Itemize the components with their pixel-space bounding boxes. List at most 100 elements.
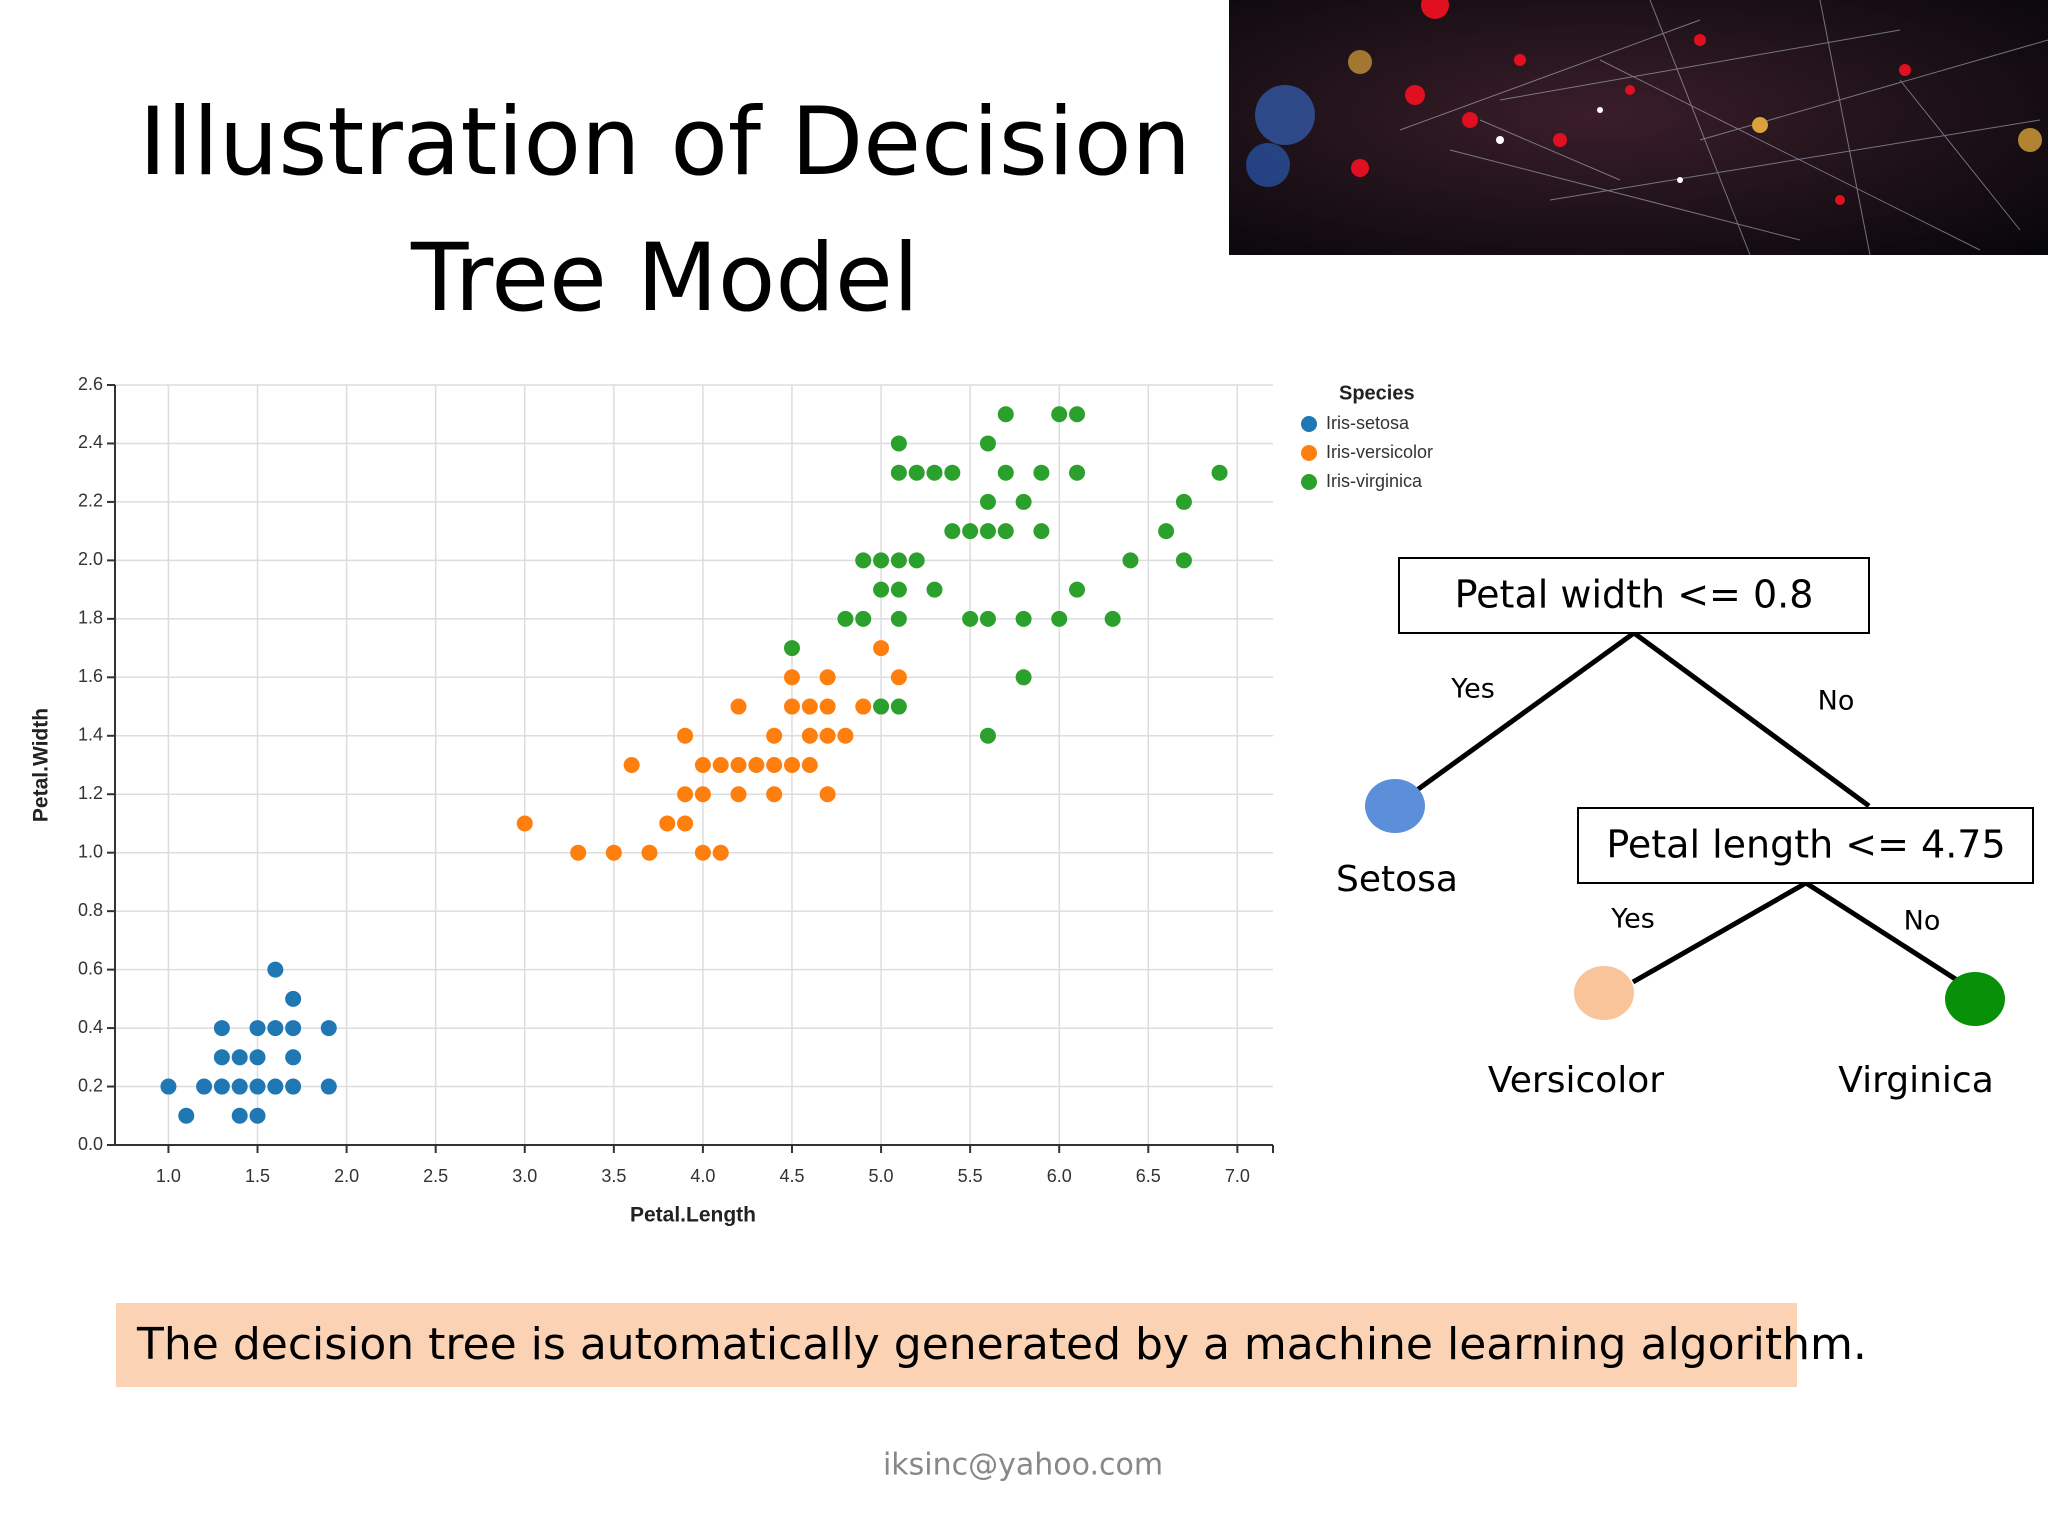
data-point (231, 1107, 248, 1124)
leaf-label: Versicolor (1488, 1060, 1664, 1101)
caption-band (116, 1303, 1797, 1387)
data-point (570, 844, 587, 861)
data-point (677, 727, 694, 744)
x-tick-label: 4.5 (779, 1166, 804, 1186)
data-point (712, 844, 729, 861)
data-point (801, 698, 818, 715)
data-point (890, 581, 907, 598)
data-point (890, 669, 907, 686)
data-point (766, 757, 783, 773)
data-point (783, 698, 800, 715)
data-point (979, 435, 996, 452)
data-point (1015, 669, 1032, 686)
data-point (766, 727, 783, 744)
data-point (837, 610, 854, 627)
tree-edge (1631, 880, 1808, 985)
data-point (320, 1078, 337, 1095)
legend-label: Iris-setosa (1326, 413, 1410, 433)
data-point (819, 727, 836, 744)
x-tick-label: 2.0 (334, 1166, 359, 1186)
data-point (231, 1049, 248, 1066)
data-point (285, 1049, 302, 1066)
data-point (997, 523, 1014, 540)
data-point (267, 1020, 284, 1037)
data-point (962, 523, 979, 540)
y-tick-label: 0.4 (78, 1017, 103, 1037)
data-point (801, 757, 818, 773)
data-point (1069, 406, 1086, 423)
tree-node-box (1577, 807, 2034, 884)
data-point (285, 1020, 302, 1037)
data-point (783, 640, 800, 657)
data-point (677, 786, 694, 803)
leaf-setosa (1365, 779, 1425, 833)
legend-label: Iris-virginica (1326, 471, 1423, 491)
data-point (855, 698, 872, 715)
data-point (694, 844, 711, 861)
data-point (873, 698, 890, 715)
x-tick-label: 6.5 (1136, 1166, 1161, 1186)
data-point (819, 669, 836, 686)
data-point (730, 786, 747, 803)
header-image (1229, 0, 2048, 256)
data-point (1015, 610, 1032, 627)
data-point (267, 961, 284, 978)
data-point (516, 815, 533, 832)
y-tick-label: 1.0 (78, 841, 103, 861)
tree-edge (1415, 630, 1636, 793)
tree-root-label: Petal width <= 0.8 (1455, 573, 1814, 617)
data-point (890, 464, 907, 481)
y-tick-label: 1.8 (78, 608, 103, 628)
data-point (873, 552, 890, 569)
data-point (659, 815, 676, 832)
data-point (766, 786, 783, 803)
data-point (908, 552, 925, 569)
decision-tree: Petal width <= 0.8 Petal length <= 4.75 … (1336, 557, 2034, 1101)
y-tick-label: 2.6 (78, 374, 103, 394)
x-tick-label: 7.0 (1225, 1166, 1250, 1186)
y-tick-label: 1.6 (78, 666, 103, 686)
x-tick-label: 2.5 (423, 1166, 448, 1186)
data-point (979, 523, 996, 540)
edge-label: No (1904, 906, 1941, 937)
leaf-label: Virginica (1838, 1060, 1994, 1101)
data-point (819, 698, 836, 715)
data-point (249, 1107, 266, 1124)
data-point (837, 727, 854, 744)
data-point (783, 757, 800, 773)
edge-label: Yes (1450, 674, 1495, 705)
y-tick-label: 2.2 (78, 491, 103, 511)
data-point (1015, 493, 1032, 510)
data-point (855, 552, 872, 569)
data-point (926, 464, 943, 481)
data-point (997, 406, 1014, 423)
footer: iksinc@yahoo.com (883, 1448, 1163, 1483)
legend-marker (1301, 416, 1317, 432)
tree-edge (1804, 880, 1962, 985)
data-point (890, 435, 907, 452)
tree-edge (1632, 630, 1871, 809)
y-tick-label: 0.0 (78, 1134, 103, 1154)
data-point (926, 581, 943, 598)
legend-title: Species (1339, 382, 1415, 404)
data-point (1051, 610, 1068, 627)
legend-marker (1301, 474, 1317, 490)
edge-label: No (1818, 686, 1855, 717)
x-tick-label: 5.0 (869, 1166, 894, 1186)
data-point (1051, 406, 1068, 423)
data-point (285, 990, 302, 1007)
data-point (944, 464, 961, 481)
data-point (267, 1078, 284, 1095)
y-tick-label: 1.4 (78, 725, 103, 745)
data-point (1069, 464, 1086, 481)
data-point (801, 727, 818, 744)
data-point (908, 464, 925, 481)
data-point (783, 669, 800, 686)
data-point (249, 1078, 266, 1095)
data-point (979, 610, 996, 627)
data-point (623, 757, 640, 773)
data-point (213, 1020, 230, 1037)
data-point (694, 757, 711, 773)
